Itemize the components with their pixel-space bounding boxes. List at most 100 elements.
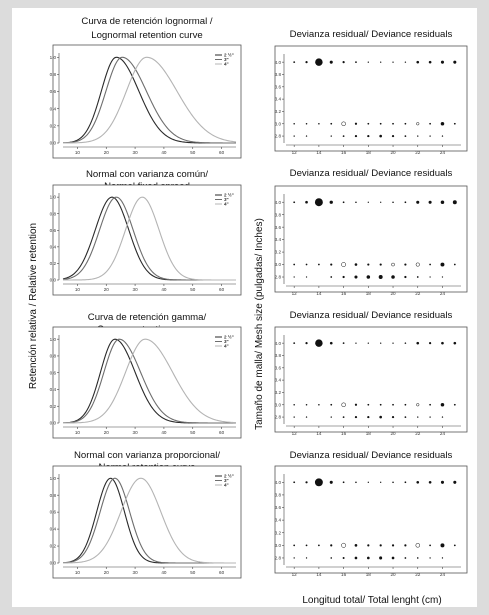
y-tick-label: 3.0 bbox=[275, 402, 282, 407]
y-tick-label: 0.0 bbox=[50, 278, 57, 283]
residual-point bbox=[379, 263, 382, 266]
residual-point bbox=[354, 122, 358, 125]
residual-point bbox=[417, 416, 419, 418]
residual-point bbox=[379, 544, 382, 547]
residual-point bbox=[391, 275, 395, 279]
retention-curve-3 bbox=[63, 56, 237, 144]
x-tick-label: 50 bbox=[190, 430, 196, 435]
residual-point bbox=[453, 480, 457, 484]
x-tick-label: 10 bbox=[75, 570, 81, 575]
residual-point bbox=[341, 121, 346, 126]
residual-point bbox=[305, 481, 308, 484]
y-tick-label: 0.6 bbox=[50, 89, 57, 94]
retention-curve-3 bbox=[63, 196, 236, 281]
y-tick-label: 3.4 bbox=[275, 378, 282, 383]
residual-point bbox=[342, 342, 345, 345]
residual-point bbox=[379, 134, 382, 138]
residual-point bbox=[330, 544, 333, 547]
residual-point bbox=[379, 415, 382, 419]
y-tick-label: 0.8 bbox=[50, 493, 57, 498]
residual-point bbox=[379, 122, 382, 125]
panel-title-line: Curva de retención lognormal / bbox=[81, 16, 213, 27]
x-tick-label: 10 bbox=[75, 287, 81, 292]
y-tick-label: 0.8 bbox=[50, 354, 57, 359]
residual-point bbox=[391, 556, 395, 560]
residual-point bbox=[440, 200, 445, 204]
residual-point bbox=[392, 481, 394, 484]
residual-point bbox=[404, 135, 407, 137]
y-tick-label: 1.0 bbox=[50, 476, 57, 481]
residual-point bbox=[342, 481, 345, 484]
x-tick-label: 30 bbox=[133, 150, 139, 155]
legend-label: 2 ½" bbox=[224, 192, 234, 198]
y-tick-label: 2.8 bbox=[275, 415, 282, 420]
residual-point bbox=[404, 122, 407, 125]
residual-point bbox=[305, 122, 308, 125]
retention-panel-3: Curva de retención gamma/Gamma retention… bbox=[50, 312, 242, 439]
residual-point bbox=[404, 61, 407, 63]
residual-point bbox=[453, 341, 457, 345]
x-tick-label: 40 bbox=[161, 430, 167, 435]
residual-point bbox=[342, 416, 345, 418]
y-tick-label: 2.8 bbox=[275, 275, 282, 280]
residual-point bbox=[355, 481, 357, 484]
legend-label: 3" bbox=[224, 197, 229, 202]
residual-point bbox=[429, 342, 432, 345]
y-tick-label: 3.8 bbox=[275, 212, 282, 217]
y-tick-label: 0.6 bbox=[50, 370, 57, 375]
x-tick-label: 20 bbox=[390, 291, 396, 296]
residual-point bbox=[391, 134, 395, 138]
y-tick-label: 1.0 bbox=[50, 195, 57, 200]
residual-point bbox=[314, 198, 323, 207]
residual-point bbox=[293, 276, 295, 278]
y-tick-label: 0.4 bbox=[50, 527, 57, 532]
x-tick-label: 22 bbox=[415, 291, 421, 296]
residual-point bbox=[293, 544, 296, 547]
y-tick-label: 4.0 bbox=[275, 60, 282, 65]
residual-point bbox=[293, 122, 295, 125]
y-tick-label: 3.0 bbox=[275, 121, 282, 126]
y-tick-label: 3.0 bbox=[275, 262, 282, 267]
residual-point bbox=[367, 415, 370, 419]
plot-frame bbox=[52, 326, 242, 439]
residual-point bbox=[441, 276, 444, 278]
residual-point bbox=[392, 61, 394, 63]
x-tick-label: 14 bbox=[316, 572, 322, 577]
panel-title-line: Normal con varianza común/ bbox=[86, 169, 208, 180]
residual-point bbox=[329, 341, 333, 345]
plot-frame bbox=[52, 465, 242, 579]
residual-point bbox=[354, 403, 358, 406]
residual-point bbox=[452, 200, 457, 205]
residual-point bbox=[417, 135, 419, 137]
legend-label: 4" bbox=[224, 483, 229, 488]
residual-point bbox=[429, 135, 431, 137]
residual-point bbox=[416, 557, 419, 559]
residual-point bbox=[367, 201, 369, 203]
panel-title: Devianza residual/ Deviance residuals bbox=[290, 29, 453, 40]
x-tick-label: 20 bbox=[104, 430, 110, 435]
residual-point bbox=[341, 542, 347, 548]
x-tick-label: 40 bbox=[161, 287, 167, 292]
residual-point bbox=[379, 556, 383, 560]
residual-point bbox=[305, 263, 308, 266]
residual-point bbox=[293, 403, 295, 406]
residual-point bbox=[318, 544, 320, 547]
y-tick-label: 0.2 bbox=[50, 544, 57, 549]
residual-point bbox=[416, 200, 420, 204]
residual-point bbox=[380, 61, 382, 63]
x-tick-label: 40 bbox=[161, 150, 167, 155]
retention-curve-2 bbox=[62, 56, 236, 144]
residual-point bbox=[354, 556, 358, 560]
x-tick-label: 20 bbox=[104, 570, 110, 575]
residual-point bbox=[453, 403, 456, 406]
y-tick-label: 0.2 bbox=[50, 123, 57, 128]
x-tick-label: 12 bbox=[292, 150, 298, 155]
y-tick-label: 3.8 bbox=[275, 72, 282, 77]
panel-title: Devianza residual/ Deviance residuals bbox=[290, 450, 453, 461]
residual-point bbox=[440, 402, 445, 407]
x-tick-label: 16 bbox=[341, 572, 347, 577]
x-tick-label: 24 bbox=[440, 431, 446, 436]
x-tick-label: 12 bbox=[292, 291, 298, 296]
